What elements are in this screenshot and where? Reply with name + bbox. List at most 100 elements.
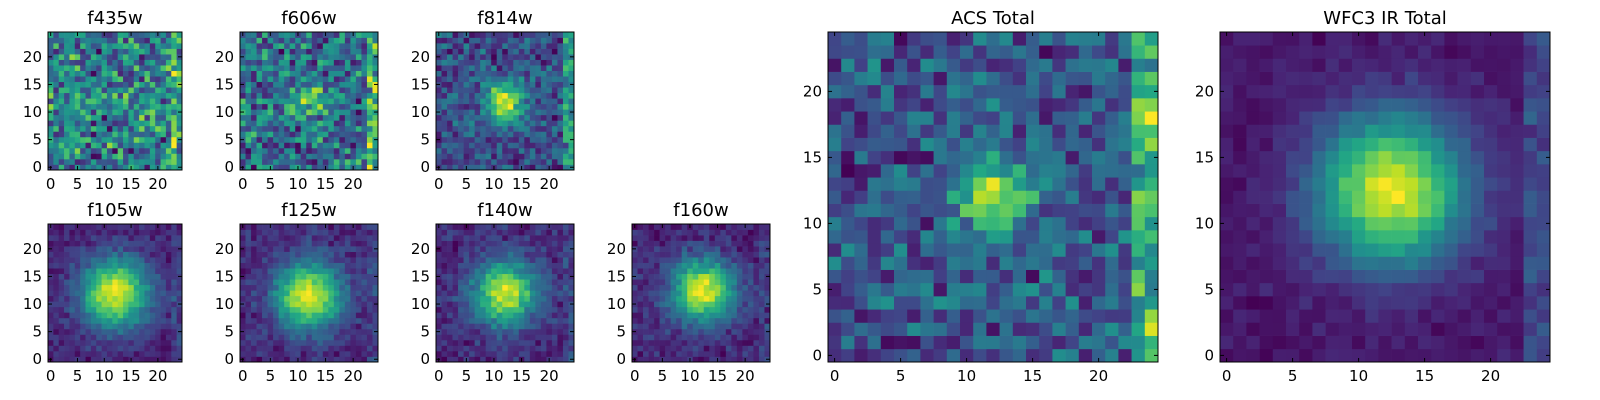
heatmap-cell <box>80 317 86 324</box>
heatmap-cell <box>112 345 119 352</box>
heatmap-cell <box>540 251 547 258</box>
heatmap-cell <box>306 48 313 55</box>
heatmap-cell <box>725 246 732 252</box>
heatmap-cell <box>999 177 1014 191</box>
heatmap-cell <box>458 37 464 44</box>
heatmap-cell <box>714 257 721 263</box>
heatmap-cell <box>278 120 285 127</box>
heatmap-cell <box>535 120 542 127</box>
heatmap-cell <box>64 142 70 149</box>
heatmap-cell <box>441 246 448 252</box>
heatmap-cell <box>758 317 765 324</box>
heatmap-cell <box>1039 177 1053 191</box>
heatmap-cell <box>339 257 346 263</box>
heatmap-cell <box>171 334 177 341</box>
heatmap-cell <box>64 70 70 77</box>
heatmap-cell <box>524 268 531 275</box>
heatmap-cell <box>328 125 335 132</box>
heatmap-cell <box>300 98 307 105</box>
heatmap-cell <box>551 317 558 324</box>
heatmap-cell <box>524 312 531 319</box>
heatmap-cell <box>665 273 671 280</box>
heatmap-cell <box>284 131 291 138</box>
heatmap-cell <box>535 290 542 297</box>
heatmap-cell <box>90 142 97 149</box>
heatmap-cell <box>300 268 307 275</box>
heatmap-cell <box>540 356 547 363</box>
heatmap-cell <box>240 306 246 313</box>
heatmap-cell <box>535 125 542 132</box>
heatmap-cell <box>355 273 362 280</box>
heatmap-cell <box>452 76 459 83</box>
heatmap-cell <box>176 125 183 132</box>
heatmap-cell <box>311 284 318 291</box>
heatmap-cell <box>240 317 246 324</box>
heatmap-cell <box>714 301 721 308</box>
heatmap-cell <box>469 37 475 44</box>
heatmap-cell <box>256 103 263 110</box>
heatmap-cell <box>69 273 76 280</box>
heatmap-cell <box>513 70 520 77</box>
heatmap-cell <box>144 334 151 341</box>
heatmap-cell <box>518 131 525 138</box>
heatmap-cell <box>507 147 514 154</box>
heatmap-cell <box>53 290 60 297</box>
heatmap-cell <box>687 295 694 302</box>
heatmap-cell <box>720 317 727 324</box>
heatmap-cell <box>648 268 655 275</box>
heatmap-cell <box>747 350 754 357</box>
heatmap-cell <box>58 334 65 341</box>
heatmap-cell <box>518 290 525 297</box>
heatmap-cell <box>295 37 302 44</box>
heatmap-cell <box>1026 216 1040 231</box>
heatmap-cell <box>518 87 525 94</box>
heatmap-cell <box>703 273 710 280</box>
heatmap-cell <box>251 54 257 60</box>
heatmap-cell <box>128 98 135 105</box>
heatmap-cell <box>496 273 503 280</box>
heatmap-cell <box>676 339 683 346</box>
heatmap-cell <box>469 109 475 116</box>
heatmap-cell <box>90 290 97 297</box>
heatmap-cell <box>562 350 569 357</box>
heatmap-cell <box>709 350 716 357</box>
heatmap-cell <box>366 251 373 258</box>
heatmap-cell <box>507 268 514 275</box>
heatmap-cell <box>551 70 558 77</box>
heatmap-cell <box>665 262 671 269</box>
heatmap-cell <box>546 240 553 247</box>
heatmap-cell <box>245 76 252 83</box>
heatmap-cell <box>1144 269 1159 284</box>
heatmap-cell <box>300 164 307 171</box>
heatmap-cell <box>491 306 498 313</box>
panel-title: f435w <box>87 8 142 29</box>
heatmap-cell <box>300 240 307 247</box>
heatmap-cell <box>251 81 257 88</box>
heatmap-cell <box>643 257 649 263</box>
heatmap-cell <box>123 295 129 302</box>
x-tick-label: 20 <box>540 175 559 193</box>
heatmap-cell <box>648 350 655 357</box>
heatmap-cell <box>106 345 113 352</box>
x-tick-label: 10 <box>484 367 503 385</box>
heatmap-cell <box>491 125 498 132</box>
heatmap-cell <box>753 246 760 252</box>
heatmap-cell <box>171 240 177 247</box>
heatmap-cell <box>452 54 459 60</box>
heatmap-cell <box>540 339 547 346</box>
heatmap-cell <box>670 301 677 308</box>
heatmap-cell <box>1105 296 1119 310</box>
heatmap-cell <box>632 334 638 341</box>
heatmap-cell <box>854 269 868 284</box>
heatmap-cell <box>513 240 520 247</box>
heatmap-cell <box>933 322 948 336</box>
heatmap-cell <box>90 48 97 55</box>
heatmap-cell <box>540 37 547 44</box>
heatmap-cell <box>742 257 749 263</box>
heatmap-cell <box>502 81 509 88</box>
heatmap-cell <box>513 32 520 38</box>
heatmap-cell <box>85 87 92 94</box>
heatmap-cell <box>372 65 379 71</box>
heatmap-cell <box>306 59 313 66</box>
heatmap-cell <box>441 114 448 121</box>
